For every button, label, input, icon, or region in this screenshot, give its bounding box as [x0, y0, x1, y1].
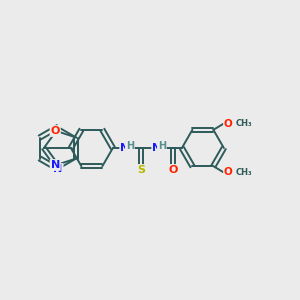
Text: N: N [120, 143, 130, 153]
Text: CH₃: CH₃ [236, 168, 252, 177]
Text: N: N [53, 164, 63, 174]
Text: N: N [51, 160, 60, 170]
Text: CH₃: CH₃ [236, 119, 252, 128]
Text: H: H [126, 141, 134, 151]
Text: N: N [152, 143, 161, 153]
Text: O: O [224, 119, 233, 129]
Text: S: S [137, 165, 145, 175]
Text: O: O [50, 126, 60, 136]
Text: H: H [158, 141, 166, 151]
Text: O: O [168, 165, 178, 175]
Text: O: O [224, 167, 233, 177]
